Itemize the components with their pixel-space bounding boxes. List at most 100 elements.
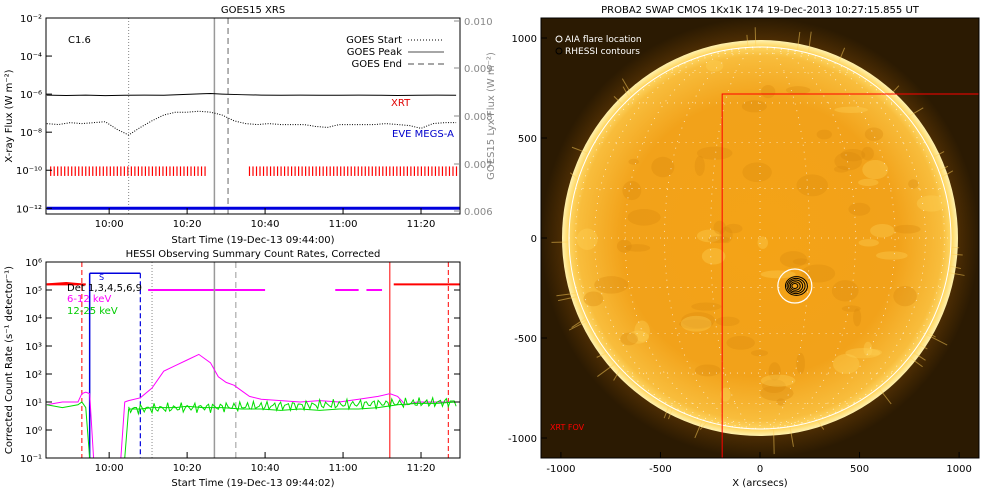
solar-feature: [776, 398, 786, 406]
hessi-y-tick-label: 10⁵: [25, 286, 42, 297]
solar-feature: [696, 229, 722, 243]
solar-feature: [858, 239, 879, 247]
goes-series-line-1: [46, 110, 457, 136]
hessi-x-tick-label: 11:20: [407, 463, 436, 474]
longitude-line: [759, 46, 926, 430]
limb-spike: [622, 86, 631, 99]
solar-feature: [719, 226, 733, 244]
swap-image: [541, 18, 979, 458]
solar-feature: [715, 316, 740, 327]
goes-y-tick-label: 10⁻¹⁰: [16, 166, 42, 177]
limb-spike: [789, 426, 794, 447]
xrt-fov-label: XRT FOV: [550, 423, 585, 432]
goes-markers: [128, 18, 229, 214]
limb-spike: [837, 47, 846, 64]
goes-plot-area: [46, 18, 460, 214]
hessi-y-tick-label: 10⁻¹: [20, 454, 42, 465]
solar-feature: [651, 156, 675, 178]
limb-spike: [950, 253, 963, 256]
solar-feature: [864, 127, 884, 141]
swap-y-tick-label: -500: [514, 334, 537, 345]
solar-feature: [620, 332, 638, 346]
swap-x-tick-label: 0: [757, 464, 763, 475]
hessi-markers: [81, 262, 449, 458]
solar-feature: [908, 179, 919, 189]
solar-feature: [757, 236, 768, 249]
limb-spike: [888, 85, 900, 98]
swap-x-tick-label: -1000: [546, 464, 575, 475]
swap-y-tick-label: 0: [531, 234, 537, 245]
xrt-ticks: [50, 166, 458, 176]
solar-feature: [720, 387, 731, 402]
heliographic-grid: [569, 46, 951, 430]
limb-spike: [699, 421, 708, 430]
solar-feature: [841, 305, 861, 312]
solar-feature: [624, 244, 651, 252]
goes-ylabel-right: GOES15 Lyx Flux (W m⁻²): [486, 52, 497, 180]
limb-spike: [816, 419, 825, 430]
solar-feature: [680, 315, 712, 332]
limb-spike: [569, 172, 579, 180]
hessi-state-bars: [46, 272, 460, 458]
goes-y-tick-label: 10⁻⁶: [20, 90, 42, 101]
swap-y-ticks: 1000 500 0 -500 -1000: [508, 34, 547, 445]
goes-y-tick-label: 10⁻⁴: [20, 52, 42, 63]
legend-goes-start: GOES Start: [346, 35, 402, 46]
goes-y-tick-right-label: 0.008: [464, 112, 493, 123]
solar-feature: [726, 335, 755, 350]
limb-spike: [938, 165, 949, 172]
limb-spike: [596, 352, 608, 358]
limb-spike: [621, 78, 633, 97]
solar-feature: [834, 151, 863, 171]
limb-spike: [907, 107, 924, 118]
goes-series-line-0: [46, 93, 457, 97]
goes-xlabel: Start Time (19-Dec-13 09:44:00): [171, 235, 334, 246]
solar-feature: [768, 362, 781, 381]
solar-feature: [761, 85, 776, 99]
solar-feature: [627, 208, 661, 226]
longitude-line: [664, 46, 761, 430]
limb-spike: [947, 272, 965, 276]
solar-feature: [866, 349, 882, 356]
limb-spike: [773, 428, 775, 455]
limb-spike: [568, 320, 589, 331]
swap-y-tick-label: -1000: [508, 434, 537, 445]
solar-feature: [622, 180, 642, 201]
hessi-x-ticks: 10:00 10:20 10:40 11:00 11:20: [95, 452, 436, 474]
goes-legend: GOES Start GOES Peak GOES End: [346, 35, 444, 70]
goes-y-ticks-right: 0.010 0.009 0.008 0.007 0.006: [454, 17, 493, 218]
goes-y-tick-right-label: 0.007: [464, 160, 493, 171]
goes-panel: GOES15 XRS 10⁻² 10⁻⁴ 10⁻⁶ 10⁻⁸ 10⁻¹⁰ 10⁻¹² 0.…: [4, 5, 497, 246]
solar-feature: [816, 129, 832, 140]
solar-feature: [876, 251, 908, 260]
solar-feature: [832, 353, 860, 374]
hessi-ylabel: Corrected Count Rate (s⁻¹ detector⁻¹): [4, 266, 15, 454]
solar-feature: [742, 162, 772, 183]
hessi-y-ticks: 10⁶ 10⁵ 10⁴ 10³ 10² 10¹ 10⁰ 10⁻¹: [20, 258, 460, 465]
solar-feature: [760, 385, 794, 401]
solar-feature: [616, 239, 632, 253]
hessi-plot-area: [46, 262, 460, 458]
goes-series: [46, 93, 460, 210]
solar-feature: [583, 291, 604, 307]
solar-feature: [796, 352, 805, 375]
hessi-panel: HESSI Observing Summary Count Rates, Cor…: [4, 249, 461, 489]
goes-y-tick-right-label: 0.009: [464, 64, 493, 75]
limb-spike: [878, 387, 892, 405]
hessi-x-tick-label: 10:00: [95, 463, 124, 474]
solar-feature: [628, 158, 640, 165]
swap-xlabel: X (arcsecs): [732, 478, 788, 489]
hessi-y-tick-label: 10²: [25, 370, 42, 381]
solar-feature: [694, 364, 721, 377]
longitude-line: [759, 46, 896, 430]
goes-y-ticks: 10⁻² 10⁻⁴ 10⁻⁶ 10⁻⁸ 10⁻¹⁰ 10⁻¹²: [16, 14, 52, 215]
legend-12-25kev: 12-25 keV: [67, 306, 118, 317]
solar-feature: [853, 308, 862, 327]
limb-spike: [613, 96, 624, 106]
limb-spike: [918, 343, 928, 350]
solar-feature: [750, 349, 769, 357]
limb-spike: [558, 295, 579, 302]
swap-x-ticks: -1000 -500 0 500 1000: [546, 452, 972, 475]
solar-feature: [679, 319, 713, 330]
goes-x-tick-label: 10:40: [251, 219, 280, 230]
